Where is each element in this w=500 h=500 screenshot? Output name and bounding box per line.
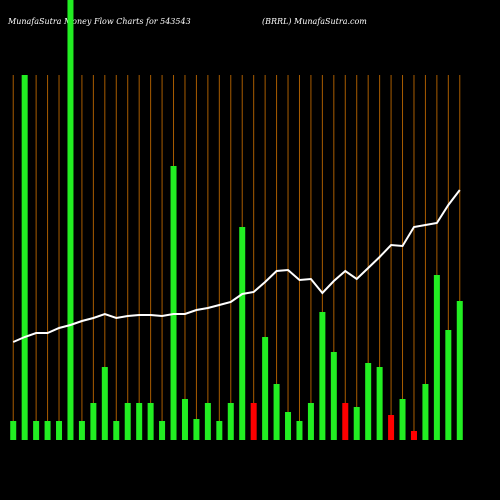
bar (147, 403, 154, 440)
bar (90, 403, 97, 440)
bar (193, 419, 200, 440)
bar (273, 384, 280, 440)
bar (181, 399, 188, 440)
bar (124, 403, 131, 440)
bar (330, 352, 337, 440)
bar (227, 403, 234, 440)
bar (67, 0, 74, 440)
bar (159, 421, 166, 440)
bar (56, 421, 63, 440)
bar (101, 367, 108, 440)
bar (33, 421, 40, 440)
bar (353, 407, 360, 440)
chart-subtitle: (BRRL) MunafaSutra.com (262, 17, 367, 26)
chart-title: MunafaSutra Money Flow Charts for 543543 (7, 17, 191, 26)
bar (319, 312, 326, 440)
bar (307, 403, 314, 440)
bar (285, 412, 292, 440)
bar (136, 403, 143, 440)
bar (422, 384, 429, 440)
bar (10, 421, 17, 440)
bar (216, 421, 223, 440)
bar (250, 403, 257, 440)
bar (388, 415, 395, 440)
bar (113, 421, 120, 440)
bar (21, 75, 28, 440)
bar (410, 431, 417, 440)
bar (342, 403, 349, 440)
bar (445, 330, 452, 440)
bar (78, 421, 85, 440)
bar (262, 337, 269, 440)
bar (296, 421, 303, 440)
bar (170, 166, 177, 440)
bar (399, 399, 406, 440)
bar (204, 403, 211, 440)
bar (376, 367, 383, 440)
bar (433, 275, 440, 440)
line (12, 189, 461, 343)
bar (365, 363, 372, 440)
bar (456, 301, 463, 440)
bar (44, 421, 51, 440)
bar (239, 227, 246, 440)
